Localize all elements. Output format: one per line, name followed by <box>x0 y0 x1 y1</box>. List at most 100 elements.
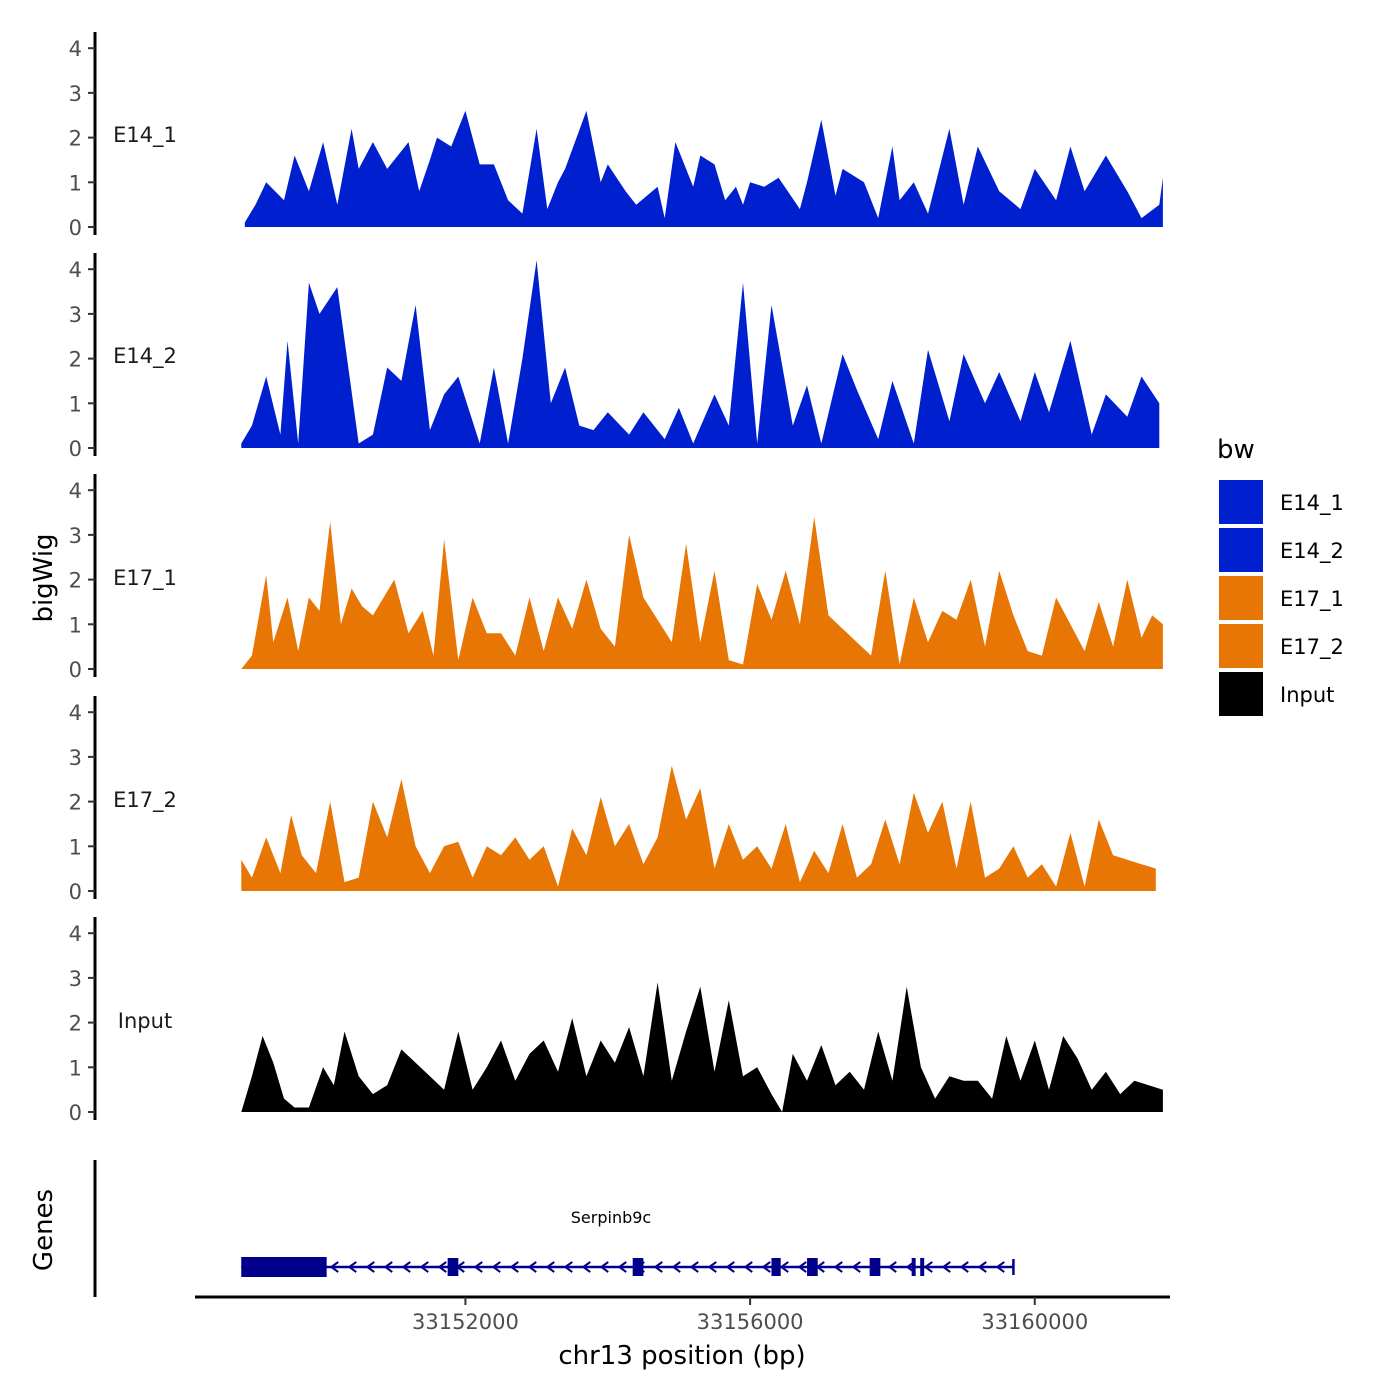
y-tick-label: 2 <box>69 791 82 815</box>
gene-exon <box>632 1258 644 1276</box>
gene-exon <box>807 1258 818 1276</box>
strand-arrow <box>725 1261 735 1273</box>
strand-arrow <box>617 1261 627 1273</box>
strand-arrow <box>833 1261 843 1273</box>
gene-exon <box>869 1258 881 1276</box>
track-E14_2: 0 1 2 3 4 E14_2 <box>69 253 1160 461</box>
y-tick-label: 4 <box>69 479 82 503</box>
strand-arrow <box>761 1261 771 1273</box>
legend-label: Input <box>1280 683 1334 707</box>
strand-arrow <box>329 1261 339 1273</box>
y-tick-label: 1 <box>69 392 82 416</box>
y-tick-label: 2 <box>69 127 82 151</box>
strand-arrow <box>797 1261 807 1273</box>
track-E17_2: 0 1 2 3 4 E17_2 <box>69 696 1156 904</box>
strand-arrow <box>959 1261 969 1273</box>
y-tick-label: 4 <box>69 37 82 61</box>
legend-swatch <box>1219 576 1263 620</box>
strand-arrow <box>941 1261 951 1273</box>
coverage-area <box>241 765 1156 891</box>
coverage-area <box>241 982 1163 1112</box>
track-label: E17_2 <box>113 788 177 813</box>
track-label: E14_1 <box>113 123 177 148</box>
y-tick-label: 2 <box>69 348 82 372</box>
track-Input: 0 1 2 3 4 Input <box>69 917 1163 1125</box>
track-label: E17_1 <box>113 566 177 591</box>
strand-arrow <box>401 1261 411 1273</box>
genes-track: Genes Serpinb9c <box>29 1160 1015 1297</box>
strand-arrow <box>995 1261 1005 1273</box>
legend-entry: E17_2 <box>1219 624 1344 668</box>
y-tick-label: 4 <box>69 258 82 282</box>
track-E14_1: 0 1 2 3 4 E14_1 <box>69 32 1163 240</box>
y-tick-label: 1 <box>69 613 82 637</box>
gene-exon <box>920 1258 925 1276</box>
gene-exon <box>241 1257 327 1277</box>
gene-exon <box>447 1258 459 1276</box>
y-tick-label: 0 <box>69 658 82 682</box>
strand-arrow <box>473 1261 483 1273</box>
genes-track-label: Genes <box>29 1189 59 1271</box>
x-tick-label: 33160000 <box>981 1310 1088 1334</box>
y-tick-label: 0 <box>69 216 82 240</box>
strand-arrow <box>527 1261 537 1273</box>
strand-arrow <box>599 1261 609 1273</box>
strand-arrow <box>653 1261 663 1273</box>
y-tick-label: 3 <box>69 303 82 327</box>
strand-arrow <box>437 1261 447 1273</box>
strand-arrow <box>923 1261 933 1273</box>
legend-title: bw <box>1217 435 1255 465</box>
legend-swatch <box>1219 528 1263 572</box>
gene-name-label: Serpinb9c <box>571 1208 651 1227</box>
strand-arrow <box>671 1261 681 1273</box>
coverage-area <box>244 110 1163 227</box>
coverage-area <box>241 517 1163 669</box>
legend-entry: E14_1 <box>1219 480 1344 524</box>
coverage-tracks: 0 1 2 3 4 E14_1 0 1 2 3 4 E14_2 0 1 2 3 4 E17_1 0 1 2 3 4 E17_2… <box>69 32 1163 1125</box>
y-tick-label: 3 <box>69 746 82 770</box>
y-tick-label: 2 <box>69 569 82 593</box>
legend-entry: E17_1 <box>1219 576 1344 620</box>
y-tick-label: 0 <box>69 880 82 904</box>
strand-arrow <box>365 1261 375 1273</box>
gene-exon <box>771 1258 781 1276</box>
strand-arrow <box>851 1261 861 1273</box>
y-tick-label: 1 <box>69 1056 82 1080</box>
legend-swatch <box>1219 480 1263 524</box>
y-tick-label: 3 <box>69 82 82 106</box>
y-tick-label: 4 <box>69 922 82 946</box>
strand-arrow <box>707 1261 717 1273</box>
x-tick-label: 33152000 <box>412 1310 519 1334</box>
track-label: Input <box>118 1009 172 1033</box>
strand-arrow <box>563 1261 573 1273</box>
strand-arrow <box>887 1261 897 1273</box>
strand-arrow <box>779 1261 789 1273</box>
y-tick-label: 1 <box>69 171 82 195</box>
gene-exon <box>911 1258 916 1276</box>
strand-arrow <box>689 1261 699 1273</box>
legend-entry: Input <box>1219 672 1334 716</box>
strand-arrow <box>347 1261 357 1273</box>
strand-arrow <box>491 1261 501 1273</box>
strand-arrow <box>383 1261 393 1273</box>
legend-swatch <box>1219 624 1263 668</box>
legend-swatch <box>1219 672 1263 716</box>
x-tick-label: 33156000 <box>697 1310 804 1334</box>
strand-arrow <box>977 1261 987 1273</box>
legend: bw E14_1 E14_2 E17_1 E17_2 Input <box>1217 435 1344 716</box>
legend-entry: E14_2 <box>1219 528 1344 572</box>
y-tick-label: 0 <box>69 437 82 461</box>
strand-arrow <box>581 1261 591 1273</box>
x-axis: 33152000 33156000 33160000 <box>195 1295 1170 1334</box>
legend-label: E14_2 <box>1280 539 1344 564</box>
y-axis-title: bigWig <box>29 533 59 622</box>
strand-arrow <box>743 1261 753 1273</box>
y-tick-label: 0 <box>69 1101 82 1125</box>
legend-label: E17_2 <box>1280 635 1344 660</box>
track-E17_1: 0 1 2 3 4 E17_1 <box>69 474 1163 682</box>
strand-arrow <box>419 1261 429 1273</box>
y-tick-label: 3 <box>69 524 82 548</box>
legend-label: E17_1 <box>1280 587 1344 612</box>
strand-arrow <box>509 1261 519 1273</box>
